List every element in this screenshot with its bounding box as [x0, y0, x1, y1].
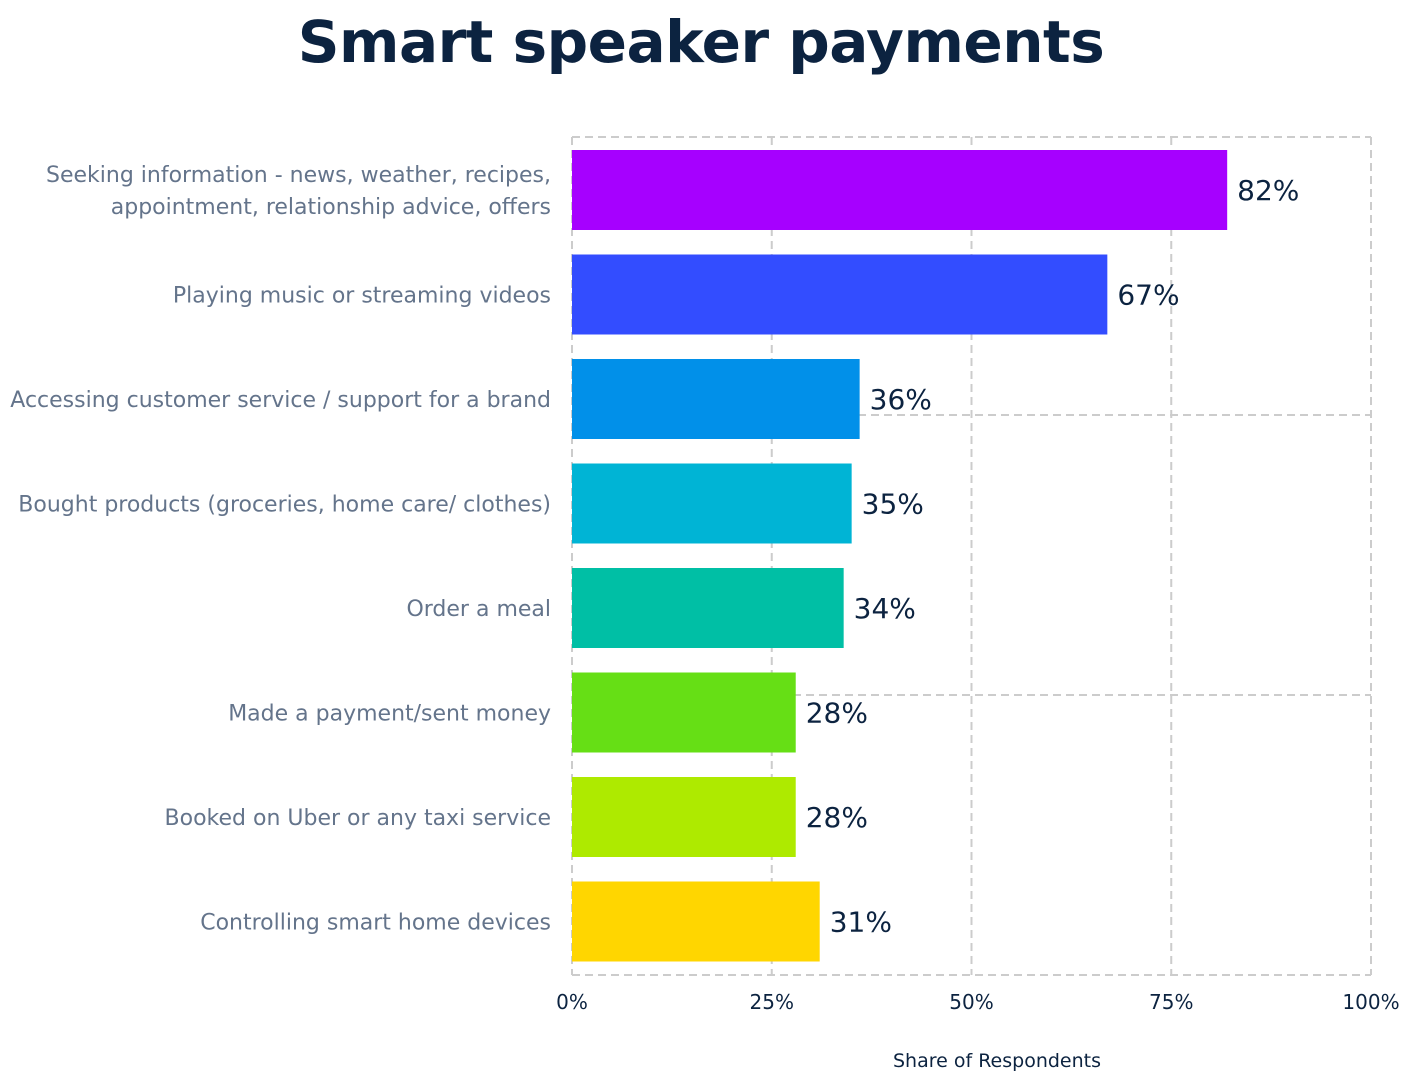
category-label-4: Order a meal: [406, 597, 551, 622]
category-label-1: Playing music or streaming videos: [173, 284, 551, 309]
bar-7: [572, 881, 820, 962]
x-tick-label-1: 25%: [750, 990, 794, 1014]
bars: [572, 150, 1228, 962]
x-axis-ticks: 0% 25% 50% 75% 100%: [556, 990, 1399, 1014]
category-label-5: Made a payment/sent money: [228, 702, 551, 727]
bar-1: [572, 254, 1108, 335]
value-label-7: 31%: [830, 906, 892, 939]
x-tick-label-2: 50%: [949, 990, 993, 1014]
bar-0: [572, 150, 1228, 230]
value-label-2: 36%: [870, 383, 932, 416]
bar-6: [572, 777, 796, 857]
category-label-2: Accessing customer service / support for…: [10, 388, 551, 413]
category-label-3: Bought products (groceries, home care/ c…: [18, 493, 551, 518]
value-label-5: 28%: [806, 697, 868, 730]
bar-5: [572, 672, 796, 753]
category-label-7: Controlling smart home devices: [200, 911, 551, 936]
bar-4: [572, 568, 844, 648]
category-label-6: Booked on Uber or any taxi service: [165, 806, 551, 831]
x-tick-label-4: 100%: [1342, 990, 1399, 1014]
value-label-3: 35%: [862, 488, 924, 521]
bar-2: [572, 359, 860, 439]
x-tick-label-3: 75%: [1149, 990, 1193, 1014]
value-labels: 82% 67% 36% 35% 34% 28% 28% 31%: [806, 174, 1300, 939]
value-label-4: 34%: [854, 592, 916, 625]
bar-3: [572, 463, 852, 544]
category-label-0: Seeking information - news, weather, rec…: [46, 163, 551, 220]
category-labels: Seeking information - news, weather, rec…: [10, 163, 551, 936]
value-label-0: 82%: [1237, 174, 1299, 207]
value-label-6: 28%: [806, 801, 868, 834]
x-axis-title: Share of Respondents: [893, 1050, 1101, 1072]
chart-title: Smart speaker payments: [297, 8, 1105, 76]
value-label-1: 67%: [1117, 279, 1179, 312]
x-tick-label-0: 0%: [556, 990, 588, 1014]
